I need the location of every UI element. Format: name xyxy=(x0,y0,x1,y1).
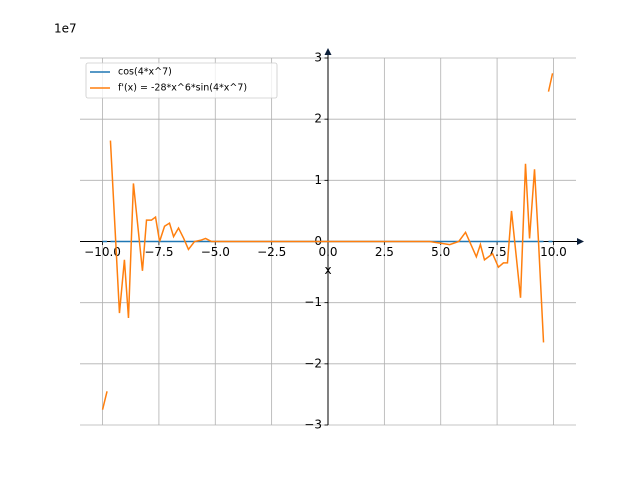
y-tick-label: 1 xyxy=(314,173,322,187)
x-arrow xyxy=(577,238,584,245)
y-tick-label: −2 xyxy=(304,356,322,370)
y-tick-label: −3 xyxy=(304,418,322,432)
x-tick-label: −2.5 xyxy=(257,245,286,259)
x-tick-label: 10.0 xyxy=(540,245,567,259)
y-tick-label: 3 xyxy=(314,51,322,65)
x-tick-label: −5.0 xyxy=(201,245,230,259)
x-tick-label: −7.5 xyxy=(144,245,173,259)
legend-label: cos(4*x^7) xyxy=(118,67,172,78)
x-tick-label: 2.5 xyxy=(375,245,394,259)
y-tick-label: 2 xyxy=(314,112,322,126)
x-tick-label: 5.0 xyxy=(431,245,450,259)
y-arrow xyxy=(324,48,332,55)
series-line xyxy=(101,73,554,410)
y-tick-label: −1 xyxy=(304,295,322,309)
offset-label: 1e7 xyxy=(54,22,77,36)
legend-label: f'(x) = -28*x^6*sin(4*x^7) xyxy=(118,83,247,94)
x-tick-label: −10.0 xyxy=(84,245,121,259)
x-axis-label: x xyxy=(324,263,331,277)
legend-box xyxy=(85,62,278,99)
x-tick-label: 7.5 xyxy=(488,245,507,259)
